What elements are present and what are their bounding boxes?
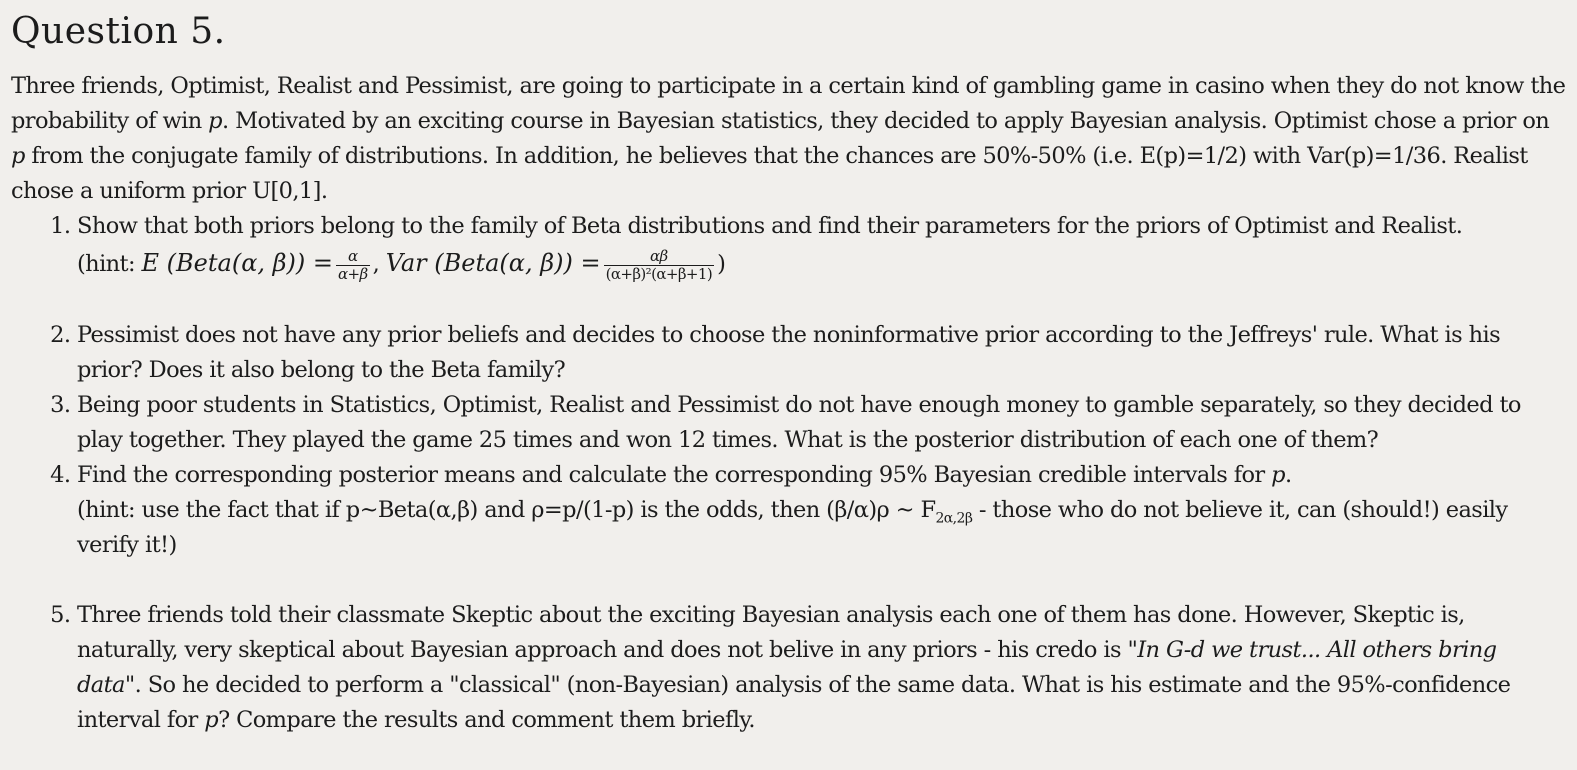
task-item-4: Find the corresponding posterior means a… bbox=[77, 458, 1566, 563]
beta-hint: (hint: E (Beta(α, β)) = α α+β, Var (Beta(α… bbox=[77, 246, 726, 283]
task-item-5: Three friends told their classmate Skept… bbox=[77, 598, 1566, 738]
intro-paragraph: Three friends, Optimist, Realist and Pes… bbox=[11, 73, 1566, 204]
mean-fraction: α α+β bbox=[336, 246, 370, 283]
question-body: Three friends, Optimist, Realist and Pes… bbox=[11, 69, 1566, 738]
task-list: Show that both priors belong to the fami… bbox=[11, 209, 1566, 738]
task-item-3: Being poor students in Statistics, Optim… bbox=[77, 388, 1566, 458]
question-heading: Question 5. bbox=[11, 11, 226, 52]
task-item-2: Pessimist does not have any prior belief… bbox=[77, 318, 1566, 388]
variance-fraction: αβ (α+β)²(α+β+1) bbox=[603, 246, 715, 283]
task-item-1: Show that both priors belong to the fami… bbox=[77, 209, 1566, 283]
